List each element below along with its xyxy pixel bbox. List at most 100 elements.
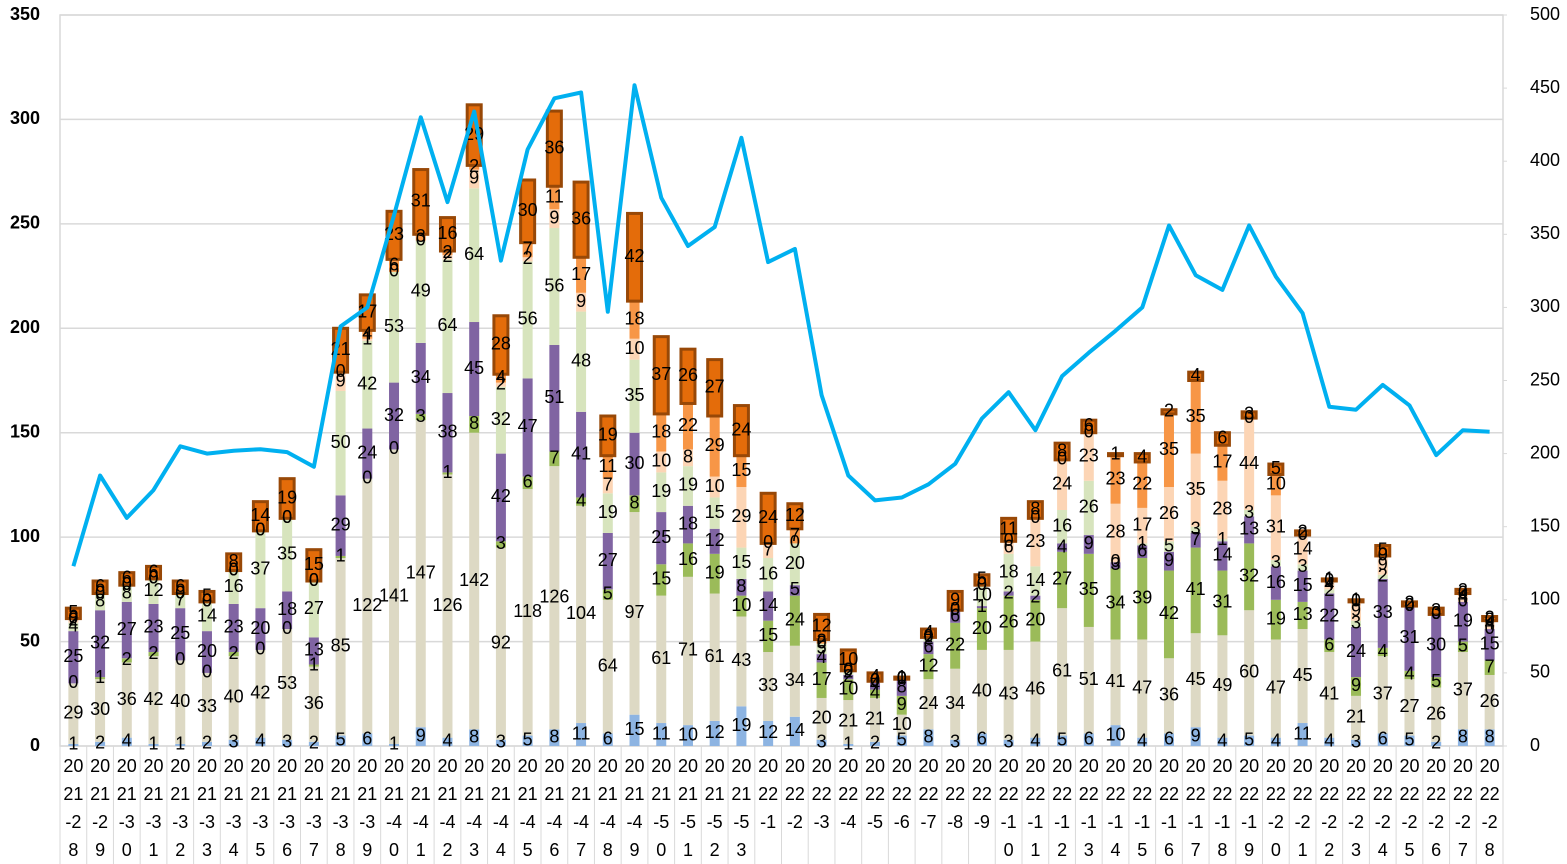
data-label: 25	[651, 527, 671, 547]
bar-segment	[629, 714, 640, 746]
data-label: 33	[197, 696, 217, 716]
bar-segment	[1351, 739, 1362, 746]
data-label: 27	[1052, 569, 1072, 589]
data-label: 0	[362, 467, 372, 487]
data-label: 3	[1271, 552, 1281, 572]
data-label: 5	[202, 585, 212, 605]
bar-segment	[786, 502, 804, 531]
x-tick-label: 2021-53	[731, 756, 752, 860]
data-label: 31	[1399, 627, 1419, 647]
data-label: 42	[491, 486, 511, 506]
bar-segment	[255, 649, 266, 738]
bar-segment	[736, 455, 747, 488]
bar-segment	[228, 656, 239, 740]
bar-segment	[1404, 735, 1415, 746]
bar-segment	[1163, 541, 1174, 552]
bar-segment	[495, 374, 506, 383]
bar-segment	[602, 733, 613, 746]
bar-segment	[1217, 737, 1228, 746]
bar-segment	[1217, 635, 1228, 738]
bar-segment	[1083, 432, 1094, 481]
data-label: 18	[999, 561, 1019, 581]
bar-segment	[495, 386, 506, 454]
bar-segment	[1080, 418, 1098, 435]
bar-segment	[629, 495, 640, 513]
data-label: 8	[469, 726, 479, 746]
data-label: 126	[539, 586, 569, 606]
bar-segment	[629, 338, 640, 360]
data-label: 5	[603, 583, 613, 603]
data-label: 14	[1293, 538, 1313, 558]
data-label: 20	[785, 553, 805, 573]
bar-segment	[549, 344, 560, 452]
data-label: 37	[1373, 684, 1393, 704]
data-label: 2	[1324, 580, 1334, 600]
data-label: 0	[175, 582, 185, 602]
data-label: 0	[282, 507, 292, 527]
data-label: 12	[705, 722, 725, 742]
bar-segment	[148, 578, 159, 604]
bar-segment	[415, 342, 426, 414]
bar-segment	[1431, 687, 1442, 742]
data-label: 0	[1404, 595, 1414, 615]
x-tick-label: 2022-11	[1025, 756, 1046, 860]
bar-segment	[1137, 543, 1148, 546]
data-label: 9	[1351, 600, 1361, 620]
data-label: 6	[1004, 536, 1014, 556]
bar-segment	[469, 416, 480, 433]
data-label: 32	[1239, 566, 1259, 586]
data-label: 0	[950, 599, 960, 619]
bar-segment	[495, 541, 506, 548]
data-label: 34	[945, 693, 965, 713]
bar-segment	[763, 652, 774, 721]
data-label: 30	[90, 699, 110, 719]
x-tick-label: 2021-33	[196, 756, 217, 860]
data-label: 0	[389, 261, 399, 281]
data-label: 34	[411, 367, 431, 387]
bar-segment	[1083, 553, 1094, 627]
data-label: 16	[437, 223, 457, 243]
data-label: 16	[1052, 515, 1072, 535]
data-label: 30	[1426, 634, 1446, 654]
y2-tick-label: 50	[1530, 662, 1550, 682]
data-label: 8	[549, 726, 559, 746]
data-label: 0	[870, 670, 880, 690]
data-label: 19	[1266, 608, 1286, 628]
data-label: 0	[843, 660, 853, 680]
bar-segment	[1320, 577, 1338, 583]
x-tick-label: 2021-52	[704, 756, 725, 860]
bar-segment	[282, 629, 293, 740]
data-label: 11	[598, 456, 617, 476]
data-label: 64	[437, 315, 457, 335]
data-label: 3	[1351, 732, 1361, 752]
bar-segment	[682, 466, 693, 506]
data-label: 2	[843, 666, 853, 686]
x-tick-label: 2022-21	[1292, 756, 1313, 860]
data-label: 12	[144, 580, 164, 600]
data-label: 0	[309, 570, 319, 590]
bar-segment	[282, 591, 293, 630]
bar-segment	[896, 695, 907, 715]
bar-segment	[709, 720, 720, 746]
bar-segment	[629, 432, 640, 496]
bar-segment	[1244, 418, 1255, 510]
data-label: 0	[202, 591, 212, 611]
data-label: 11	[545, 187, 564, 207]
data-label: 5	[336, 730, 346, 750]
bar-segment	[335, 495, 346, 556]
bar-segment	[522, 378, 533, 477]
bar-segment	[732, 404, 750, 458]
bar-segment	[278, 477, 296, 520]
data-label: 0	[923, 626, 933, 646]
data-label: 4	[870, 666, 880, 686]
bar-segment	[95, 679, 106, 742]
data-label: 5	[68, 602, 78, 622]
bar-segment	[362, 478, 373, 734]
data-label: 32	[491, 409, 511, 429]
data-label: 36	[571, 208, 591, 228]
data-label: 31	[1212, 592, 1232, 612]
bar-segment	[1481, 615, 1499, 623]
bar-segment	[576, 257, 587, 293]
x-tick-label: 2022-6	[891, 756, 912, 832]
data-label: 19	[1453, 610, 1473, 630]
